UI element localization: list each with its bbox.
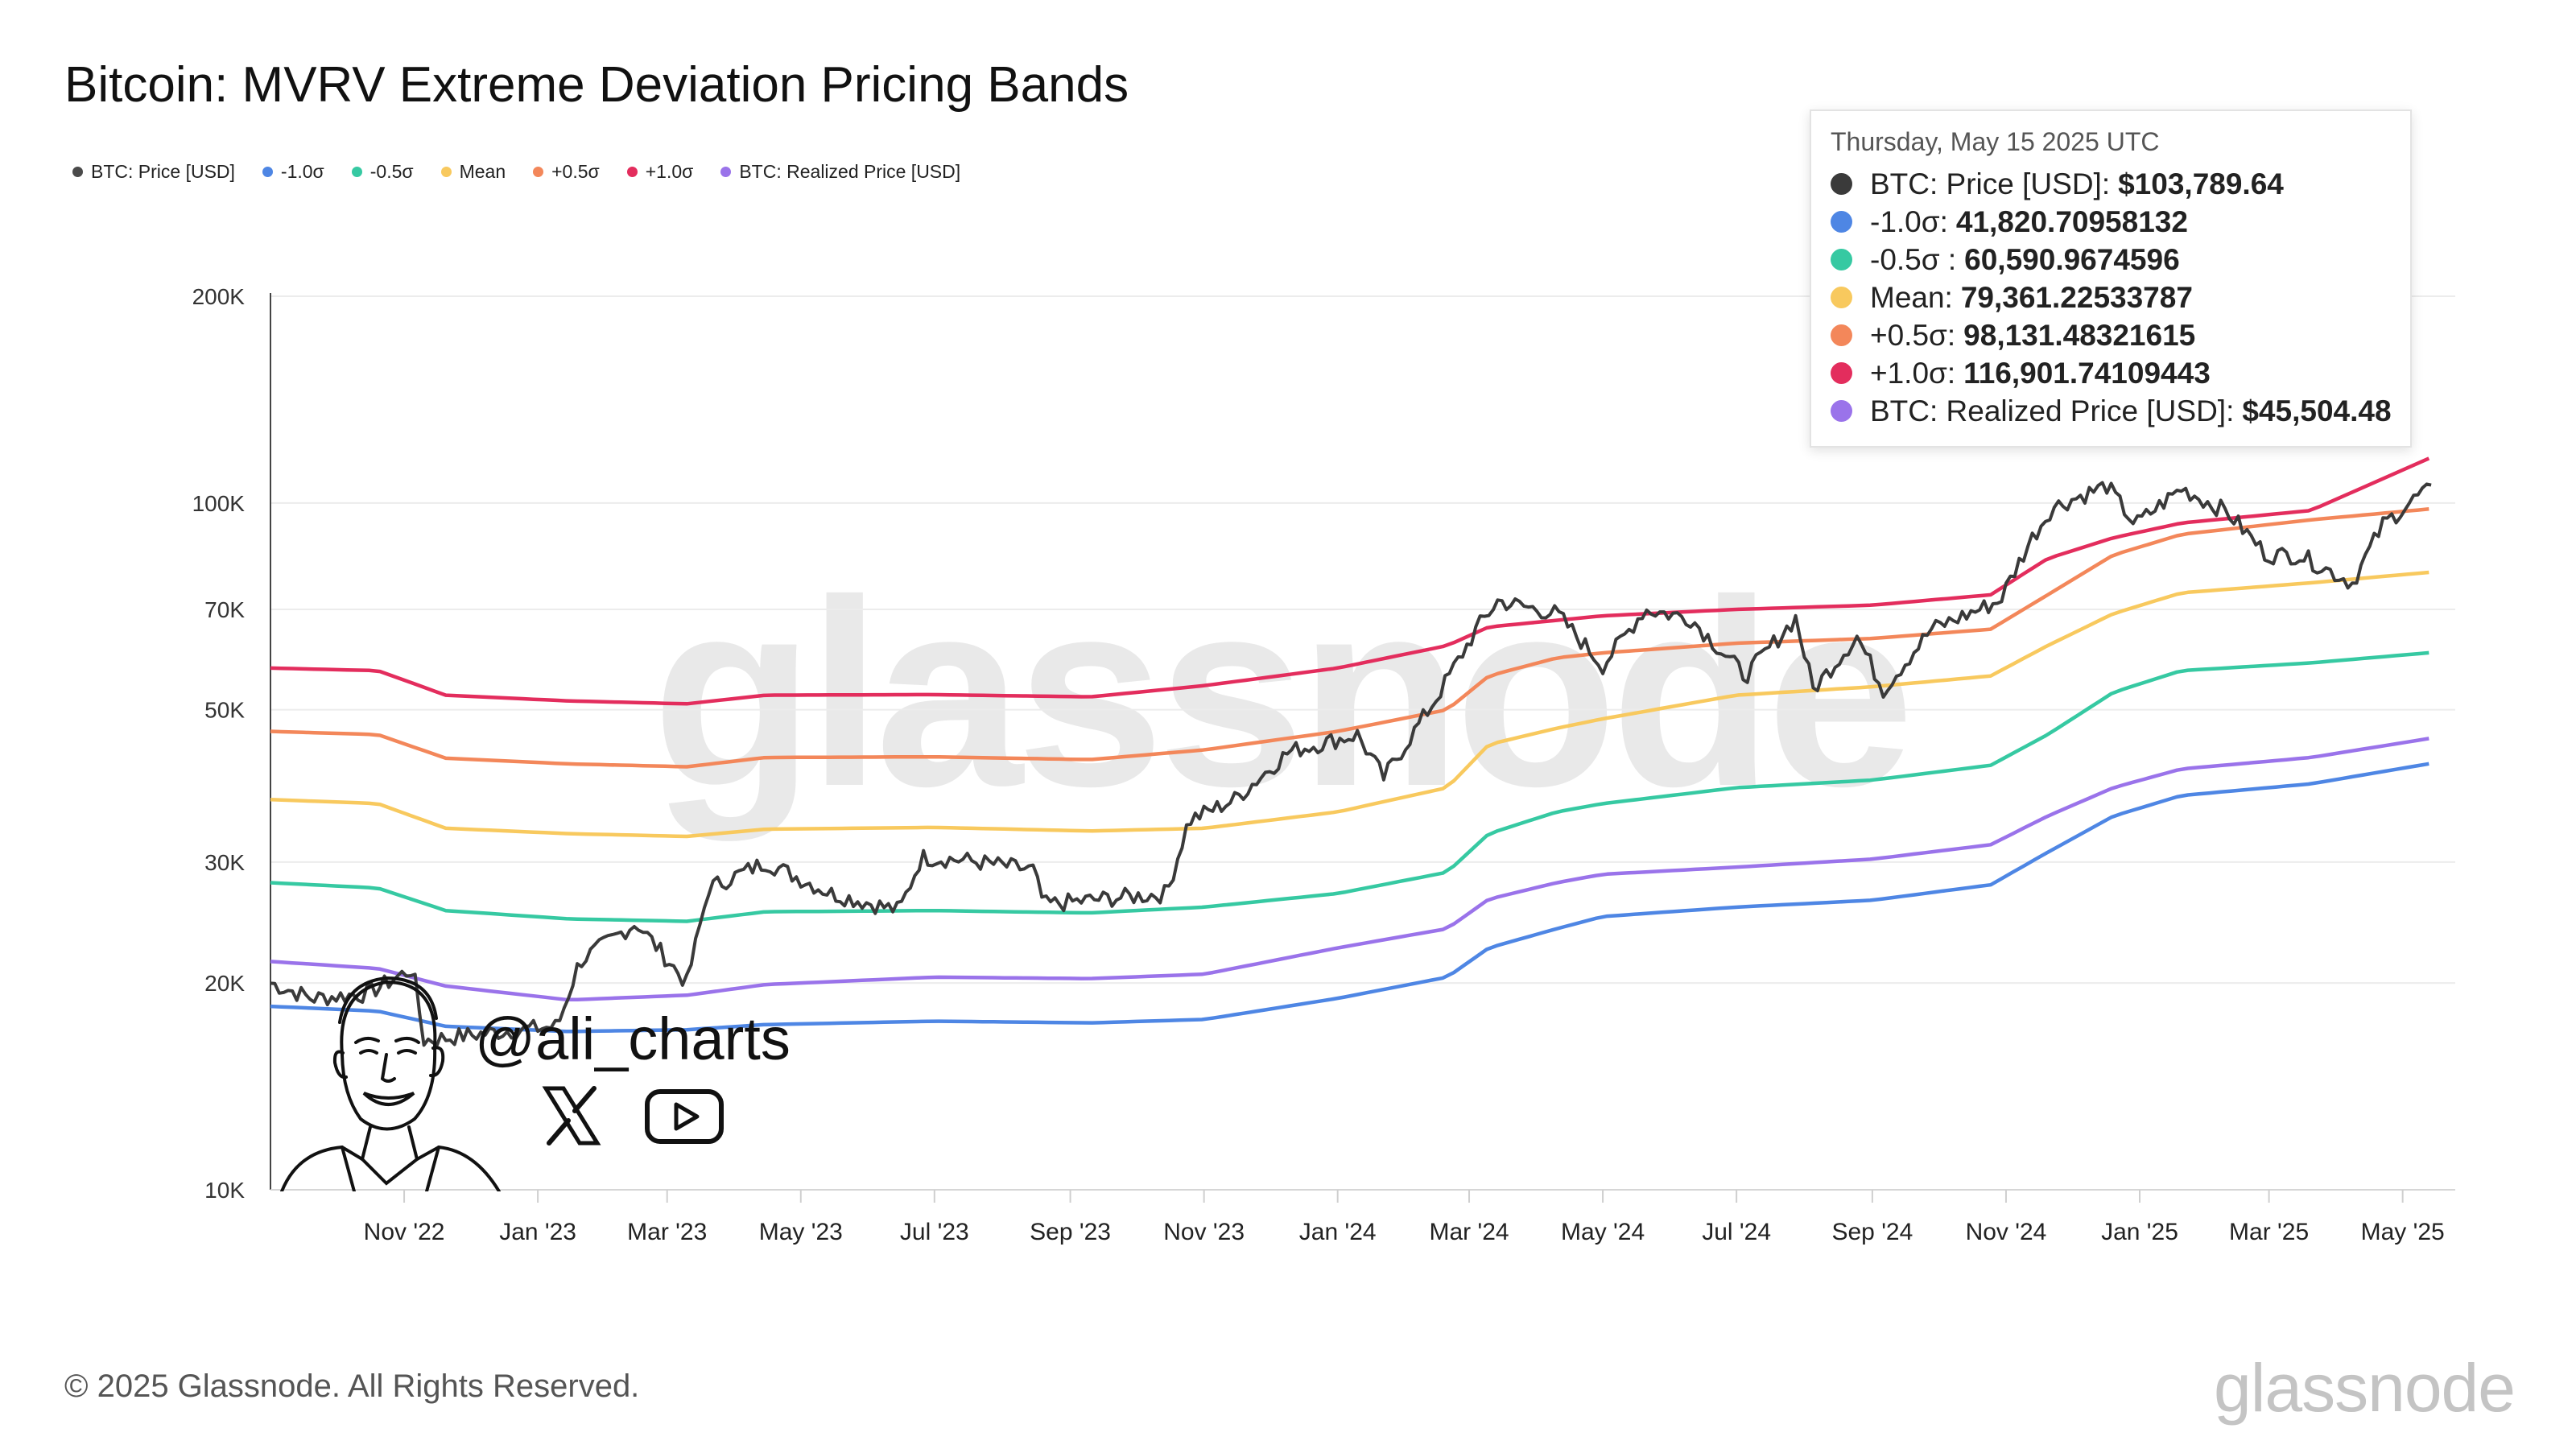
chart-title: Bitcoin: MVRV Extreme Deviation Pricing … (64, 57, 1129, 113)
y-tick-label: 30K (204, 850, 245, 875)
tooltip-label: +1.0σ: (1870, 356, 1956, 390)
series-line (270, 481, 2432, 1047)
legend-dot-icon (72, 167, 83, 177)
tooltip-label: -1.0σ: (1870, 204, 1948, 238)
y-tick-label: 20K (204, 971, 245, 996)
avatar-sketch (280, 976, 501, 1191)
series-line (270, 507, 2429, 769)
x-logo-icon[interactable] (539, 1084, 604, 1148)
series-layer (270, 456, 2432, 1047)
series-line (270, 456, 2430, 706)
tooltip-label: +0.5σ: (1870, 318, 1956, 352)
tooltip-value: 60,590.9674596 (1964, 242, 2180, 276)
tooltip-value: 116,901.74109443 (1963, 356, 2211, 390)
x-tick-label: Mar '24 (1429, 1219, 1509, 1245)
tooltip-value: 98,131.48321615 (1963, 318, 2196, 352)
tooltip-row: Mean: 79,361.22533787 (1831, 279, 2391, 316)
tooltip-dot-icon (1831, 324, 1852, 346)
tooltip-dot-icon (1831, 173, 1852, 195)
tooltip-dot-icon (1831, 249, 1852, 270)
tooltip-value: 41,820.70958132 (1955, 204, 2188, 238)
legend-dot-icon (351, 167, 362, 177)
legend-item[interactable]: +0.5σ (533, 161, 600, 183)
x-tick-label: Jan '23 (499, 1219, 576, 1245)
x-tick-label: Nov '22 (364, 1219, 445, 1245)
x-tick-label: May '23 (759, 1219, 843, 1245)
x-tick-label: Nov '23 (1163, 1219, 1245, 1245)
tooltip-dot-icon (1831, 400, 1852, 422)
tooltip-label: BTC: Realized Price [USD]: (1870, 394, 2235, 427)
x-tick-label: Jul '24 (1702, 1219, 1771, 1245)
legend-label: +0.5σ (551, 161, 600, 182)
hover-tooltip: Thursday, May 15 2025 UTC BTC: Price [US… (1810, 109, 2412, 448)
legend-item[interactable]: Mean (440, 161, 506, 183)
legend-item[interactable]: BTC: Realized Price [USD] (720, 161, 960, 183)
legend-label: -1.0σ (280, 161, 324, 182)
tooltip-label: -0.5σ : (1870, 242, 1957, 276)
series-line (270, 762, 2429, 1034)
tooltip-dot-icon (1831, 362, 1852, 384)
tooltip-row: +1.0σ: 116,901.74109443 (1831, 354, 2391, 392)
legend-dot-icon (626, 167, 638, 177)
x-tick-label: May '24 (1561, 1219, 1645, 1245)
tooltip-date: Thursday, May 15 2025 UTC (1831, 127, 2160, 156)
x-tick-label: Sep '23 (1030, 1219, 1111, 1245)
tooltip-dot-icon (1831, 211, 1852, 233)
legend-dot-icon (262, 167, 273, 177)
y-tick-label: 10K (204, 1178, 245, 1203)
legend-item[interactable]: -1.0σ (262, 161, 324, 183)
legend-label: Mean (459, 161, 506, 182)
tooltip-value: $45,504.48 (2242, 394, 2392, 427)
legend-dot-icon (533, 167, 544, 177)
chart-legend: BTC: Price [USD] -1.0σ -0.5σ Mean +0.5σ +1.0σ… (72, 161, 960, 183)
tooltip-row: -0.5σ :60,590.9674596 (1831, 241, 2391, 279)
x-tick-label: Jan '25 (2101, 1219, 2178, 1245)
tooltip-dot-icon (1831, 287, 1852, 308)
x-tick-label: May '25 (2361, 1219, 2445, 1245)
x-tick-label: Mar '25 (2229, 1219, 2309, 1245)
tooltip-row: +0.5σ: 98,131.48321615 (1831, 316, 2391, 354)
y-tick-label: 100K (192, 491, 246, 516)
brand-logo: glassnode (2214, 1350, 2516, 1426)
legend-dot-icon (440, 167, 452, 177)
tooltip-row: BTC: Realized Price [USD]: $45,504.48 (1831, 392, 2392, 430)
series-line (270, 650, 2429, 923)
social-handle: @ali_charts (475, 1005, 791, 1072)
legend-label: BTC: Price [USD] (91, 161, 235, 182)
legend-item[interactable]: -0.5σ (351, 161, 414, 183)
y-tick-label: 200K (192, 284, 246, 309)
legend-label: +1.0σ (645, 161, 694, 182)
tooltip-value: 79,361.22533787 (1960, 280, 2193, 314)
x-tick-label: Nov '24 (1966, 1219, 2047, 1245)
tooltip-rows: BTC: Price [USD]: $103,789.64 -1.0σ: 41,820… (1831, 165, 2392, 430)
y-tick-label: 50K (204, 698, 245, 723)
tooltip-value: $103,789.64 (2118, 167, 2284, 200)
tooltip-row: BTC: Price [USD]: $103,789.64 (1831, 165, 2391, 203)
x-tick-label: Jul '23 (900, 1219, 969, 1245)
tooltip-label: BTC: Price [USD]: (1870, 167, 2111, 200)
legend-item[interactable]: +1.0σ (626, 161, 694, 183)
tooltip-row: -1.0σ: 41,820.70958132 (1831, 203, 2391, 241)
series-line (270, 570, 2429, 839)
copyright-text: © 2025 Glassnode. All Rights Reserved. (64, 1368, 640, 1404)
youtube-play-icon[interactable] (644, 1088, 724, 1145)
legend-item[interactable]: BTC: Price [USD] (72, 161, 235, 183)
tooltip-label: Mean: (1870, 280, 1953, 314)
x-tick-label: Jan '24 (1299, 1219, 1377, 1245)
series-line (270, 737, 2429, 1002)
y-tick-label: 70K (204, 597, 245, 622)
x-tick-label: Sep '24 (1831, 1219, 1913, 1245)
x-tick-label: Mar '23 (627, 1219, 707, 1245)
axis-layer: 10K 20K 30K 50K 70K 100K 200K Nov '22 Jan '23 Mar… (192, 284, 2455, 1245)
legend-dot-icon (720, 167, 732, 177)
legend-label: -0.5σ (369, 161, 414, 182)
legend-label: BTC: Realized Price [USD] (739, 161, 961, 182)
